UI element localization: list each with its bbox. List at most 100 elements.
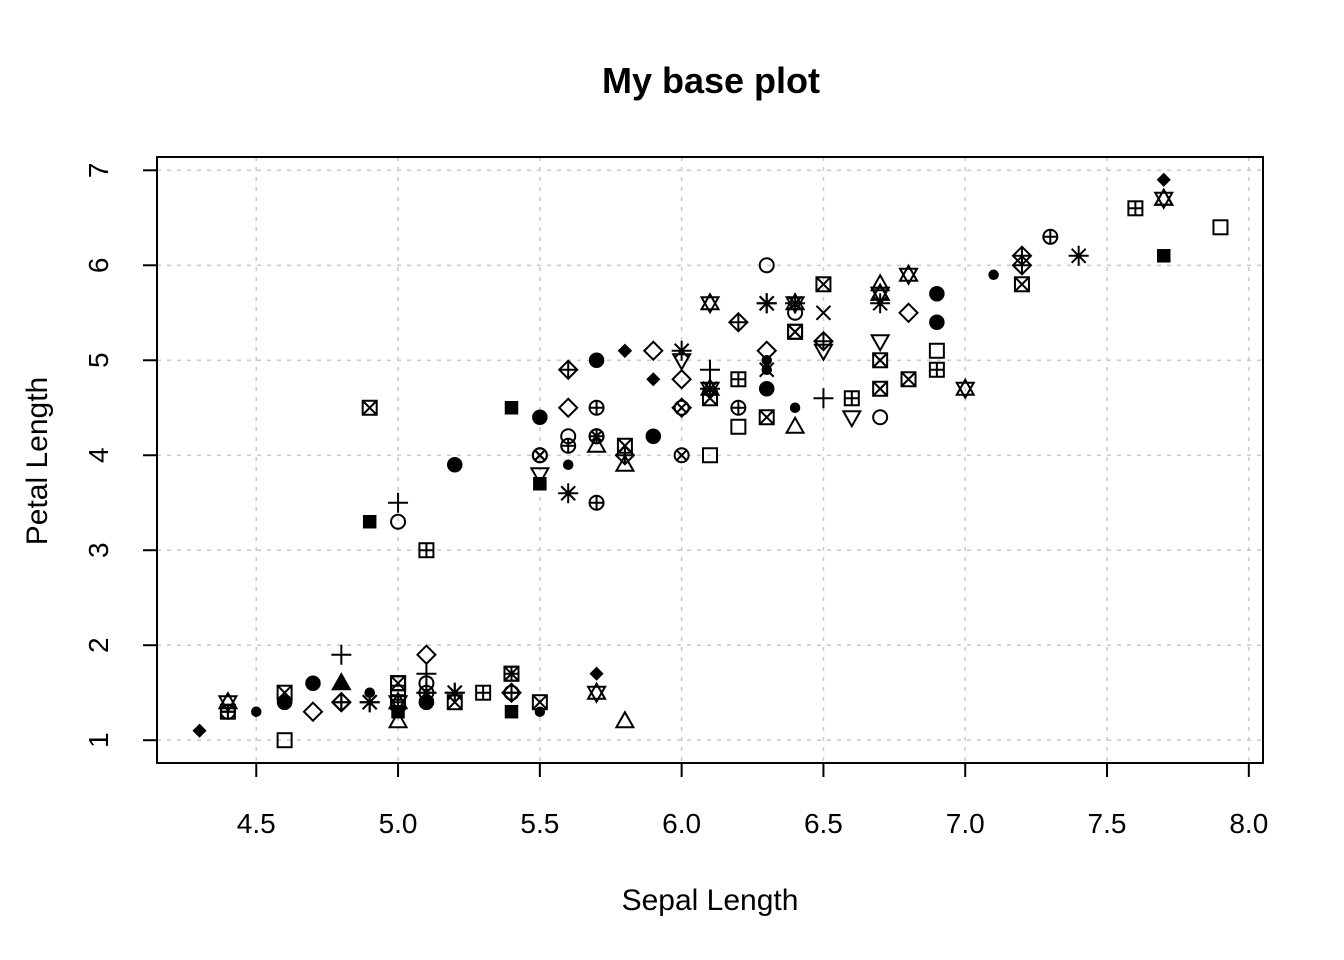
data-point: [416, 682, 437, 703]
data-point: [504, 704, 519, 719]
chart-title: My base plot: [602, 60, 820, 101]
data-point: [1068, 245, 1089, 266]
data-point: [504, 401, 519, 415]
data-point: [843, 390, 860, 407]
y-axis: 1 2 3 4 5 6 7: [83, 163, 158, 748]
data-point: [331, 644, 352, 665]
data-point: [418, 542, 435, 559]
data-point: [869, 334, 891, 353]
data-point: [532, 409, 548, 426]
data-point: [1153, 187, 1174, 206]
data-point: [898, 263, 919, 286]
data-point: [359, 692, 380, 713]
grid-lines: [157, 157, 1263, 763]
data-point: [614, 710, 636, 729]
data-point: [558, 483, 579, 504]
data-point: [758, 409, 775, 426]
x-tick-label: 7.0: [946, 808, 985, 839]
data-point: [586, 434, 607, 453]
data-point: [702, 390, 718, 407]
data-point: [929, 314, 945, 331]
data-point: [331, 672, 352, 691]
x-tick-label: 5.0: [379, 808, 418, 839]
data-point: [730, 418, 747, 435]
data-point: [700, 378, 720, 399]
data-point: [730, 399, 747, 416]
data-point: [727, 311, 749, 333]
data-point: [1013, 276, 1030, 293]
x-tick-label: 4.5: [237, 808, 276, 839]
data-point: [614, 444, 636, 466]
data-point: [929, 286, 945, 302]
y-tick-label: 5: [83, 352, 114, 368]
data-point: [560, 428, 577, 445]
data-point: [416, 663, 437, 684]
data-point: [1011, 254, 1033, 276]
data-point: [305, 675, 321, 691]
data-point: [869, 282, 891, 305]
data-points: [192, 172, 1229, 749]
data-point: [1156, 249, 1171, 263]
data-point: [815, 276, 832, 293]
data-point: [589, 666, 604, 681]
x-axis-label: Sepal Length: [622, 884, 799, 917]
data-point: [1127, 200, 1144, 217]
data-point: [388, 492, 409, 513]
x-axis: 4.5 5.0 5.5 6.0 6.5 7.0 7.5 8.0: [237, 762, 1268, 839]
data-point: [560, 437, 577, 454]
data-point: [699, 292, 721, 315]
data-point: [988, 269, 999, 281]
data-point: [872, 409, 889, 426]
data-point: [671, 340, 692, 361]
data-point: [529, 467, 551, 486]
data-point: [418, 675, 435, 692]
data-point: [330, 691, 352, 713]
data-point: [562, 459, 574, 470]
data-point: [387, 691, 409, 714]
data-point: [418, 684, 435, 701]
x-tick-label: 8.0: [1229, 808, 1268, 839]
data-point: [673, 399, 690, 416]
data-point: [390, 675, 407, 692]
data-point: [813, 330, 834, 352]
data-point: [928, 361, 945, 378]
data-point: [646, 372, 661, 387]
y-tick-label: 3: [83, 542, 114, 558]
data-point: [869, 273, 891, 292]
data-point: [645, 428, 662, 445]
data-point: [872, 380, 889, 397]
data-point: [475, 684, 492, 701]
data-point: [730, 371, 747, 388]
data-point: [1156, 172, 1171, 187]
data-point: [787, 323, 804, 340]
data-point: [362, 514, 377, 529]
data-point: [276, 732, 293, 749]
data-point: [758, 381, 775, 397]
data-point: [789, 402, 801, 414]
data-point: [1042, 228, 1059, 245]
data-point: [784, 415, 806, 434]
y-tick-label: 6: [83, 257, 114, 273]
data-point: [614, 453, 636, 472]
data-point: [534, 706, 546, 717]
data-point: [331, 672, 352, 690]
data-point: [533, 476, 547, 491]
data-point: [756, 293, 777, 314]
data-point: [415, 644, 437, 666]
data-point: [444, 682, 465, 703]
data-point: [276, 694, 293, 710]
data-point: [642, 340, 664, 362]
data-point: [900, 371, 917, 388]
y-tick-label: 2: [83, 637, 114, 653]
data-point: [588, 352, 605, 369]
data-point: [387, 710, 409, 729]
data-point: [671, 397, 693, 419]
data-point: [588, 399, 605, 416]
data-point: [302, 701, 324, 723]
plot-frame: [156, 156, 1264, 764]
x-tick-label: 7.5: [1088, 808, 1127, 839]
data-point: [503, 665, 520, 682]
data-point: [700, 359, 720, 380]
y-tick-label: 1: [83, 732, 114, 748]
data-point: [872, 352, 889, 369]
